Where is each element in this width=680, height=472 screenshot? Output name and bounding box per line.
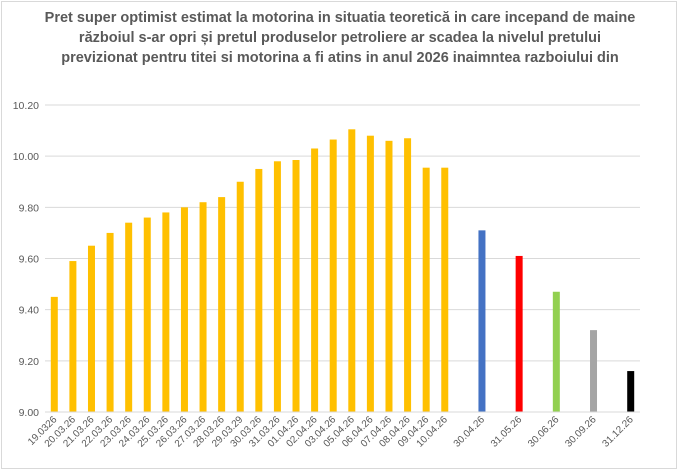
bar xyxy=(69,261,77,412)
bar xyxy=(162,212,170,412)
x-tick-label: 31.05.26 xyxy=(489,414,525,450)
bar xyxy=(218,197,226,412)
bar xyxy=(236,181,244,412)
y-tick-label: 10.20 xyxy=(13,100,39,112)
bar xyxy=(87,245,95,412)
x-tick-label: 30.09.26 xyxy=(563,414,599,450)
bar xyxy=(404,138,412,412)
y-tick-label: 9.60 xyxy=(19,254,40,266)
bar xyxy=(515,255,523,412)
y-tick-label: 10.00 xyxy=(13,151,39,163)
bar xyxy=(50,296,58,412)
bar xyxy=(478,230,486,412)
bar xyxy=(590,330,598,412)
bar xyxy=(199,202,207,412)
bar xyxy=(106,232,114,412)
bar xyxy=(125,222,133,412)
bar xyxy=(366,135,374,412)
x-tick-label: 30.04.26 xyxy=(452,414,488,450)
bar xyxy=(385,140,393,413)
chart-title: Pret super optimist estimat la motorina … xyxy=(44,10,636,66)
y-tick-label: 9.40 xyxy=(19,305,40,317)
bar xyxy=(143,217,151,412)
bar xyxy=(441,167,449,412)
bar xyxy=(180,207,188,412)
bar xyxy=(348,129,356,412)
bar xyxy=(292,160,300,412)
y-tick-label: 9.80 xyxy=(19,202,40,214)
y-tick-label: 9.20 xyxy=(19,356,40,368)
bar xyxy=(311,148,319,412)
x-tick-label: 30.06.26 xyxy=(526,414,562,450)
bar xyxy=(552,291,560,412)
bar xyxy=(255,168,263,412)
bar xyxy=(329,139,337,412)
bar xyxy=(422,167,430,412)
y-tick-label: 9.00 xyxy=(19,407,40,419)
bar xyxy=(627,371,635,412)
x-tick-label: 31.12.26 xyxy=(601,414,637,450)
bar xyxy=(273,161,281,412)
